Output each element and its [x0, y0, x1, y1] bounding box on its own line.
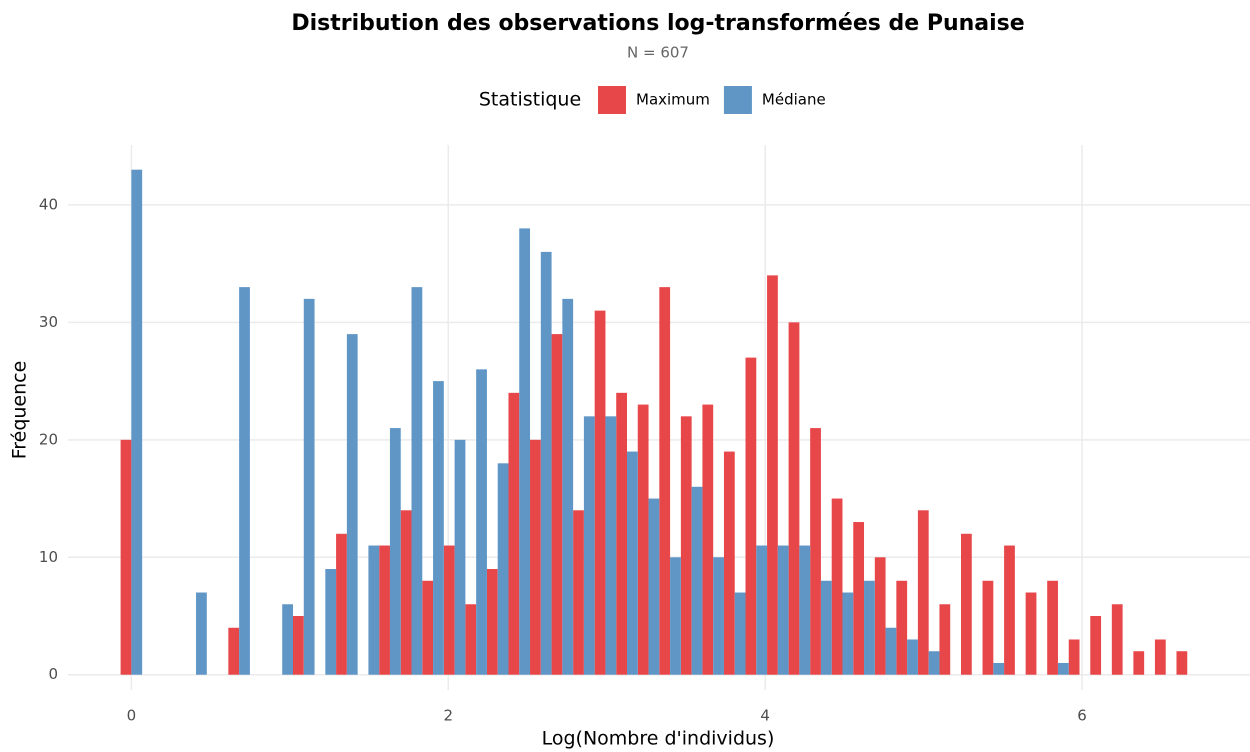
x-tick-label: 0	[127, 707, 137, 725]
bar	[1068, 639, 1080, 675]
bar	[368, 545, 380, 675]
bar	[637, 404, 649, 675]
bar	[411, 287, 423, 675]
bar	[530, 439, 541, 675]
legend-swatch	[723, 86, 752, 114]
bar	[292, 616, 304, 675]
y-tick-label: 0	[48, 665, 58, 683]
bar	[670, 557, 681, 675]
bar	[820, 580, 832, 675]
bar	[433, 381, 444, 675]
chart-title: Distribution des observations log-transf…	[291, 11, 1024, 36]
bar	[120, 439, 132, 675]
bar	[540, 251, 552, 675]
bar	[745, 357, 757, 675]
x-tick-label: 2	[443, 707, 453, 725]
bar	[605, 416, 617, 675]
bar	[336, 533, 347, 675]
bar	[993, 662, 1005, 675]
bar	[282, 604, 293, 675]
bar	[454, 439, 466, 675]
bar	[767, 275, 778, 675]
bar	[659, 287, 671, 675]
bar	[486, 569, 498, 675]
bar	[346, 334, 358, 675]
bar	[874, 557, 886, 675]
bar	[885, 627, 897, 675]
bar	[960, 533, 972, 675]
bar	[1057, 662, 1069, 675]
bar	[1154, 639, 1166, 675]
chart-subtitle: N = 607	[627, 44, 689, 62]
bar	[691, 486, 703, 675]
y-tick-label: 10	[39, 548, 58, 566]
bar	[853, 522, 865, 675]
bar	[1025, 592, 1037, 675]
bar	[1133, 651, 1145, 675]
bar	[810, 428, 821, 675]
bar	[907, 639, 918, 675]
bar	[389, 428, 401, 675]
y-axis-label: Fréquence	[9, 361, 31, 460]
bar	[497, 463, 509, 675]
bar	[723, 451, 735, 675]
bar	[239, 287, 250, 675]
y-tick-label: 20	[39, 430, 58, 448]
bar	[400, 510, 412, 675]
legend-label: Maximum	[636, 91, 710, 109]
bar	[196, 592, 207, 675]
legend-label: Médiane	[762, 91, 826, 109]
bar	[939, 604, 951, 675]
bar	[713, 557, 724, 675]
bar	[864, 580, 875, 675]
bar	[325, 569, 337, 675]
x-tick-label: 6	[1077, 707, 1087, 725]
bar	[303, 298, 315, 675]
bar	[702, 404, 714, 675]
y-tick-label: 40	[39, 195, 58, 213]
bar	[422, 580, 434, 675]
bar	[1004, 545, 1015, 675]
bar	[508, 392, 520, 675]
legend-title: Statistique	[479, 89, 581, 111]
bar	[562, 298, 574, 675]
bar	[777, 545, 789, 675]
bar	[1047, 580, 1058, 675]
bar	[756, 545, 768, 675]
bar	[1111, 604, 1123, 675]
bar	[616, 392, 627, 675]
bar	[594, 310, 606, 675]
bar	[551, 334, 563, 675]
bar	[131, 169, 143, 675]
bar	[583, 416, 595, 675]
bar	[831, 498, 843, 675]
y-tick-label: 30	[39, 313, 58, 331]
x-axis-label: Log(Nombre d'individus)	[542, 728, 775, 750]
x-tick-label: 4	[760, 707, 770, 725]
bar	[573, 510, 584, 675]
bar	[842, 592, 854, 675]
bar	[626, 451, 638, 675]
bar	[476, 369, 487, 675]
bar	[896, 580, 908, 675]
bar	[648, 498, 660, 675]
bar	[680, 416, 692, 675]
bar	[443, 545, 455, 675]
bar	[228, 627, 240, 675]
legend-swatch	[598, 86, 626, 114]
bar	[917, 510, 929, 675]
bar	[465, 604, 477, 675]
bar	[788, 322, 800, 675]
bar	[734, 592, 746, 675]
bar	[1090, 616, 1102, 675]
bar	[928, 651, 940, 675]
bar	[1176, 651, 1188, 675]
bar	[982, 580, 994, 675]
bar	[799, 545, 811, 675]
bar	[379, 545, 390, 675]
bar	[519, 228, 531, 675]
